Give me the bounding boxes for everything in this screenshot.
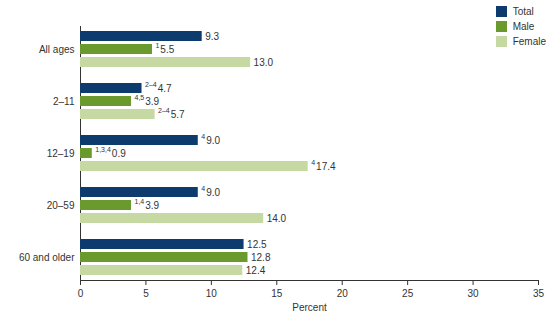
svg-text:9.0: 9.0 (206, 187, 220, 198)
html-text:Male: Male (512, 21, 535, 32)
svg-text:9.0: 9.0 (206, 135, 220, 146)
svg-text:15: 15 (271, 288, 283, 299)
svg-text:10: 10 (206, 288, 218, 299)
svg-text:25: 25 (402, 288, 414, 299)
html-text:Total: Total (512, 6, 534, 17)
svg-text:13.0: 13.0 (254, 57, 274, 68)
svg-text:4: 4 (201, 185, 205, 192)
svg-text:14.0: 14.0 (267, 213, 287, 224)
svg-text:0: 0 (78, 288, 84, 299)
html-text:Female: Female (512, 36, 546, 47)
svg-text:3.9: 3.9 (145, 200, 159, 211)
svg-text:1,3,4: 1,3,4 (95, 146, 111, 153)
svg-text:17.4: 17.4 (316, 161, 336, 172)
svg-text:20–59: 20–59 (47, 200, 75, 211)
svg-text:Percent: Percent (292, 302, 327, 313)
svg-text:12.5: 12.5 (247, 239, 267, 250)
svg-text:3.9: 3.9 (145, 96, 159, 107)
svg-text:1: 1 (155, 42, 159, 49)
svg-text:5: 5 (143, 288, 149, 299)
svg-text:All ages: All ages (39, 44, 75, 55)
svg-text:2–11: 2–11 (53, 96, 75, 107)
svg-text:9.3: 9.3 (205, 31, 219, 42)
svg-text:30: 30 (468, 288, 480, 299)
svg-text:35: 35 (533, 288, 545, 299)
svg-text:5.5: 5.5 (160, 44, 174, 55)
svg-text:12–19: 12–19 (47, 148, 75, 159)
svg-text:0.9: 0.9 (112, 148, 126, 159)
svg-text:12.8: 12.8 (251, 252, 271, 263)
svg-text:20: 20 (337, 288, 349, 299)
svg-text:4.7: 4.7 (158, 83, 172, 94)
svg-text:4,5: 4,5 (135, 94, 145, 101)
svg-text:2–4: 2–4 (145, 81, 157, 88)
svg-text:1,4: 1,4 (135, 198, 145, 205)
svg-text:4: 4 (311, 159, 315, 166)
svg-text:12.4: 12.4 (246, 265, 266, 276)
svg-text:4: 4 (201, 133, 205, 140)
svg-text:60 and older: 60 and older (19, 252, 75, 263)
svg-text:5.7: 5.7 (171, 109, 185, 120)
svg-text:2–4: 2–4 (158, 107, 170, 114)
